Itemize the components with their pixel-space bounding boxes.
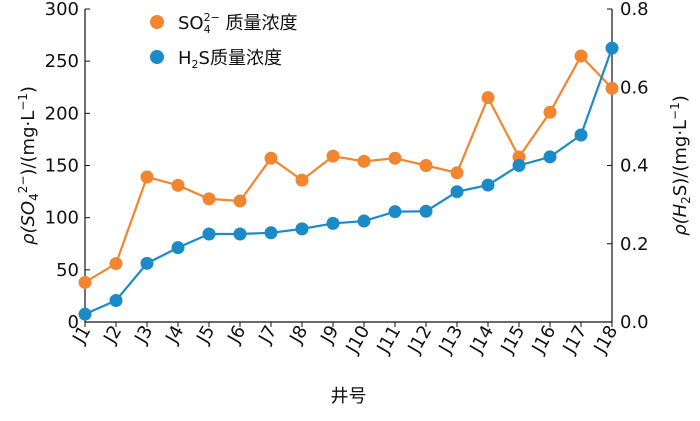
legend-label-2: H2S质量浓度 [178,48,282,71]
series-1-point [481,91,495,105]
left-y-tick-label: 100 [45,208,79,229]
right-y-title-unit: S)/(mg·L [670,120,691,196]
x-tick-label: J7 [254,322,281,348]
left-y-title-unit-exponent: −1 [16,93,30,111]
series-1-point [202,192,216,206]
series-2-point [326,216,340,230]
right-y-title-unit-exponent: −1 [668,102,682,120]
right-y-axis-title: ρ(H2S)/(mg·L−1) [668,95,693,236]
x-tick-label: J16 [528,322,561,358]
axis-titles: 井号ρ(SO42−)/(mg·L−1)ρ(H2S)/(mg·L−1) [16,86,693,407]
series-1-line [84,54,613,284]
series-1-point [109,257,123,271]
series-2-point [512,159,526,172]
series-2-point [171,241,185,255]
x-tick-label: J17 [559,322,592,358]
series-1-point [419,159,433,172]
left-y-tick-label: 0 [68,312,79,333]
series-2-point [543,150,557,164]
right-y-tick-label: 0.4 [620,156,649,177]
legend-so4-main: SO [178,13,204,34]
series-1-point [264,151,278,165]
x-tick-label: J11 [373,322,406,358]
legend-h2s-text: S质量浓度 [199,48,282,69]
right-y-tick-label: 0.0 [620,312,649,333]
legend-item-1: SO42− 质量浓度 [150,11,298,36]
x-tick-label: J13 [435,322,468,358]
left-y-tick-label: 50 [56,260,79,281]
left-y-title-unit: )/(mg·L [18,111,39,176]
left-y-title-superscript: 2− [16,176,30,194]
x-tick-label: J15 [497,322,530,358]
legend-h2s-subscript: 2 [192,58,199,71]
series-2-point [202,227,216,241]
left-y-title-close: ) [18,86,39,93]
legend-h2s-main: H [178,48,192,69]
series-2-point [388,205,402,219]
left-y-tick-label: 150 [45,156,79,177]
x-tick-label: J14 [466,322,499,358]
legend: SO42− 质量浓度 H2S质量浓度 [150,11,298,71]
x-axis-title: 井号 [331,386,367,407]
x-tick-label: J5 [192,322,219,348]
legend-so4-superscript: 2− [204,11,220,24]
right-y-title-main: ρ(H [670,203,691,235]
series-1-point [140,170,154,184]
right-y-tick-label: 0.6 [620,77,649,98]
series-2-point [419,204,433,218]
right-y-title-subscript: 2 [679,196,693,204]
x-tick-label: J9 [316,322,343,348]
left-y-title-subscript: 4 [27,193,41,201]
series-2-point [295,222,309,236]
x-tick-label: J2 [99,322,126,348]
legend-label-1: SO42− 质量浓度 [178,11,298,36]
series-2-point [264,226,278,240]
series-2-point [109,293,123,307]
series-2-point [574,128,588,142]
left-y-tick-label: 300 [45,0,79,20]
x-tick-label: J12 [404,322,437,358]
series-1-point [605,81,619,95]
data-marks [78,41,619,321]
series-1-point [171,178,185,192]
right-y-tick-label: 0.2 [620,234,649,255]
series-2-point [450,185,464,199]
series-2-point [605,41,619,55]
series-1-point [574,49,588,63]
legend-item-2: H2S质量浓度 [150,48,282,71]
series-2 [78,41,619,321]
left-y-tick-label: 250 [45,51,79,72]
x-tick-label: J18 [590,322,623,358]
left-y-axis-title: ρ(SO42−)/(mg·L−1) [16,86,41,245]
legend-so4-subscript: 4 [204,23,211,36]
series-2-point [481,178,495,192]
x-tick-label: J3 [130,322,157,348]
legend-marker-1 [150,15,164,29]
series-1-point [357,154,371,168]
legend-so4-text: 质量浓度 [220,13,298,34]
series-2-point [140,256,154,270]
series-1-point [233,194,247,208]
series-1-point [450,166,464,180]
series-1-point [388,151,402,165]
left-y-title-main: ρ(SO [18,201,39,245]
x-tick-label: J6 [223,322,250,348]
x-tick-label: J8 [285,322,312,348]
series-1-point [326,149,340,163]
series-1-point [78,275,92,289]
left-y-tick-label: 200 [45,103,79,124]
right-y-tick-label: 0.8 [620,0,649,20]
series-2-point [233,227,247,241]
series-1-point [543,105,557,119]
series-1 [78,49,619,289]
right-y-title-close: ) [670,95,691,102]
series-1-point [295,173,309,187]
x-tick-label: J4 [161,322,188,348]
series-2-point [78,307,92,321]
legend-marker-2 [150,50,164,64]
x-tick-label: J10 [342,322,375,358]
series-2-point [357,214,371,228]
